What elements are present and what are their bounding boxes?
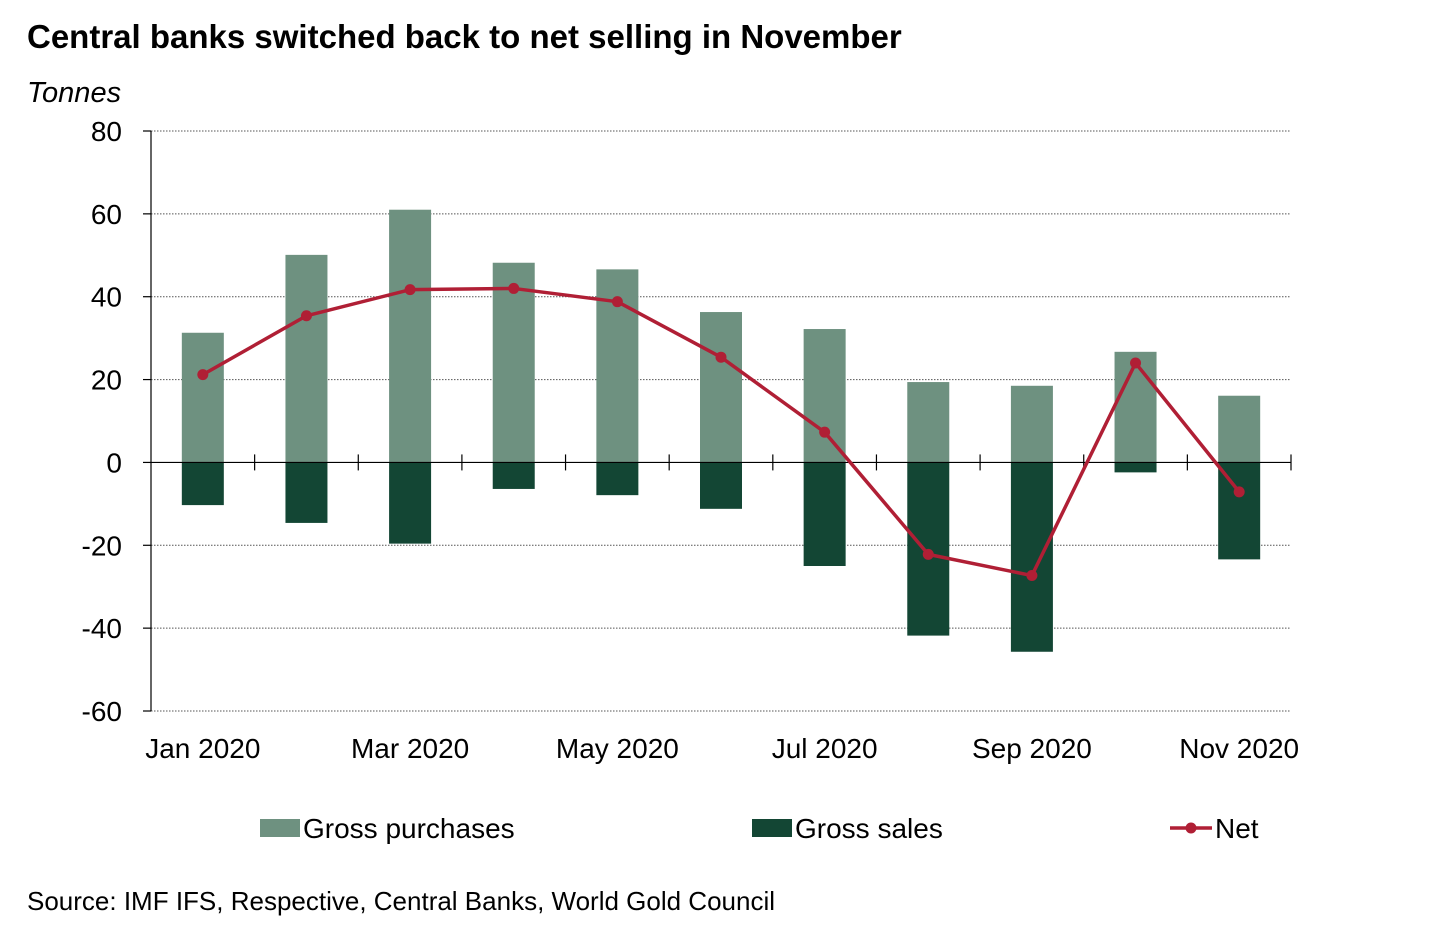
net-point: [508, 282, 520, 294]
gross-sales-bar: [1114, 462, 1157, 473]
gross-purchases-bar: [803, 329, 846, 463]
net-point: [300, 310, 312, 322]
gross-sales-bar: [803, 462, 846, 566]
net-point: [611, 296, 623, 308]
x-tick-label: Jul 2020: [772, 733, 878, 764]
gross-sales-bar: [181, 462, 224, 506]
net-point: [1130, 357, 1142, 369]
y-tick-label: 0: [106, 447, 122, 478]
legend-label-gross-purchases: Gross purchases: [303, 813, 515, 844]
gross-sales-bar: [700, 462, 742, 509]
gross-purchases-bar: [700, 312, 742, 463]
y-tick-label: -20: [82, 530, 122, 561]
legend-swatch-net-marker: [1185, 822, 1197, 834]
bars: [181, 209, 1261, 652]
gross-sales-bar: [1010, 462, 1053, 652]
legend-label-net: Net: [1215, 813, 1259, 844]
y-tick-label: 60: [91, 199, 122, 230]
gross-purchases-bar: [389, 209, 432, 463]
net-point: [819, 426, 831, 438]
legend: Gross purchases Gross sales Net: [260, 813, 1259, 844]
gross-sales-bar: [492, 462, 535, 489]
y-axis-unit-label: Tonnes: [27, 77, 122, 109]
net-point: [1026, 570, 1038, 582]
net-point: [922, 548, 934, 560]
gross-purchases-bar: [492, 262, 535, 463]
gross-purchases-bar: [907, 382, 950, 463]
gross-sales-bar: [1218, 462, 1261, 560]
gross-purchases-bar: [285, 254, 328, 463]
x-tick-label: Jan 2020: [145, 733, 260, 764]
y-tick-label: 80: [91, 116, 122, 147]
legend-swatch-gross-purchases: [260, 819, 300, 837]
source-note: Source: IMF IFS, Respective, Central Ban…: [27, 886, 776, 916]
gross-purchases-bar: [1114, 351, 1157, 463]
net-point: [197, 369, 209, 381]
gross-purchases-bar: [1218, 395, 1261, 463]
y-tick-label: -40: [82, 613, 122, 644]
x-tick-label: May 2020: [556, 733, 679, 764]
y-tick-label: 20: [91, 365, 122, 396]
y-tick-label: -60: [82, 696, 122, 727]
gross-sales-bar: [596, 462, 639, 496]
legend-swatch-gross-sales: [752, 819, 792, 837]
x-tick-label: Sep 2020: [972, 733, 1092, 764]
x-tick-label: Nov 2020: [1179, 733, 1299, 764]
x-tick-label: Mar 2020: [351, 733, 469, 764]
net-point: [404, 284, 416, 296]
gross-purchases-bar: [1010, 385, 1053, 463]
legend-label-gross-sales: Gross sales: [795, 813, 943, 844]
net-line-series: [197, 282, 1245, 582]
net-point: [715, 351, 727, 363]
y-tick-label: 40: [91, 282, 122, 313]
net-point: [1233, 486, 1245, 498]
gross-sales-bar: [389, 462, 432, 544]
chart-title: Central banks switched back to net selli…: [27, 18, 902, 55]
gross-sales-bar: [285, 462, 328, 523]
gross-purchases-bar: [181, 332, 224, 463]
axes: 80 60 40 20 0 -20 -40 -60 Jan 2020 Mar 2020 May 20…: [82, 116, 1300, 764]
